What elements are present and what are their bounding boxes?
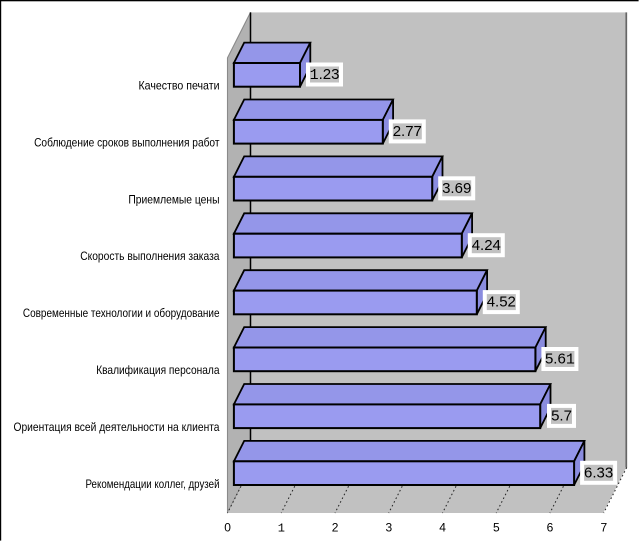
svg-text:1: 1 — [278, 521, 285, 535]
svg-text:6.33: 6.33 — [584, 464, 613, 481]
svg-text:0: 0 — [224, 520, 231, 534]
svg-text:Соблюдение сроков выполнения р: Соблюдение сроков выполнения работ — [34, 135, 220, 149]
svg-text:Скорость выполнения заказа: Скорость выполнения заказа — [80, 249, 220, 263]
svg-text:4.24: 4.24 — [472, 237, 501, 254]
svg-text:3: 3 — [385, 520, 392, 534]
svg-text:4: 4 — [439, 520, 446, 534]
svg-text:7: 7 — [600, 520, 607, 534]
svg-text:5: 5 — [493, 520, 500, 534]
svg-text:Современные технологии и обору: Современные технологии и оборудование — [23, 306, 220, 320]
svg-text:2: 2 — [332, 520, 339, 534]
svg-text:Качество печати: Качество печати — [139, 79, 220, 93]
svg-text:3.69: 3.69 — [442, 180, 471, 197]
svg-text:5.61: 5.61 — [545, 351, 575, 369]
svg-text:5.7: 5.7 — [551, 408, 572, 425]
svg-text:Ориентация всей деятельности н: Ориентация всей деятельности на клиента — [14, 420, 220, 434]
svg-text:Приемлемые цены: Приемлемые цены — [128, 192, 219, 206]
svg-text:2.77: 2.77 — [393, 123, 422, 140]
svg-text:6: 6 — [547, 520, 554, 534]
svg-text:Рекомендации коллег, друзей: Рекомендации коллег, друзей — [86, 477, 220, 491]
svg-text:Квалификация персонала: Квалификация персонала — [96, 363, 220, 377]
svg-text:4.52: 4.52 — [487, 294, 516, 311]
svg-text:1.23: 1.23 — [310, 66, 340, 84]
